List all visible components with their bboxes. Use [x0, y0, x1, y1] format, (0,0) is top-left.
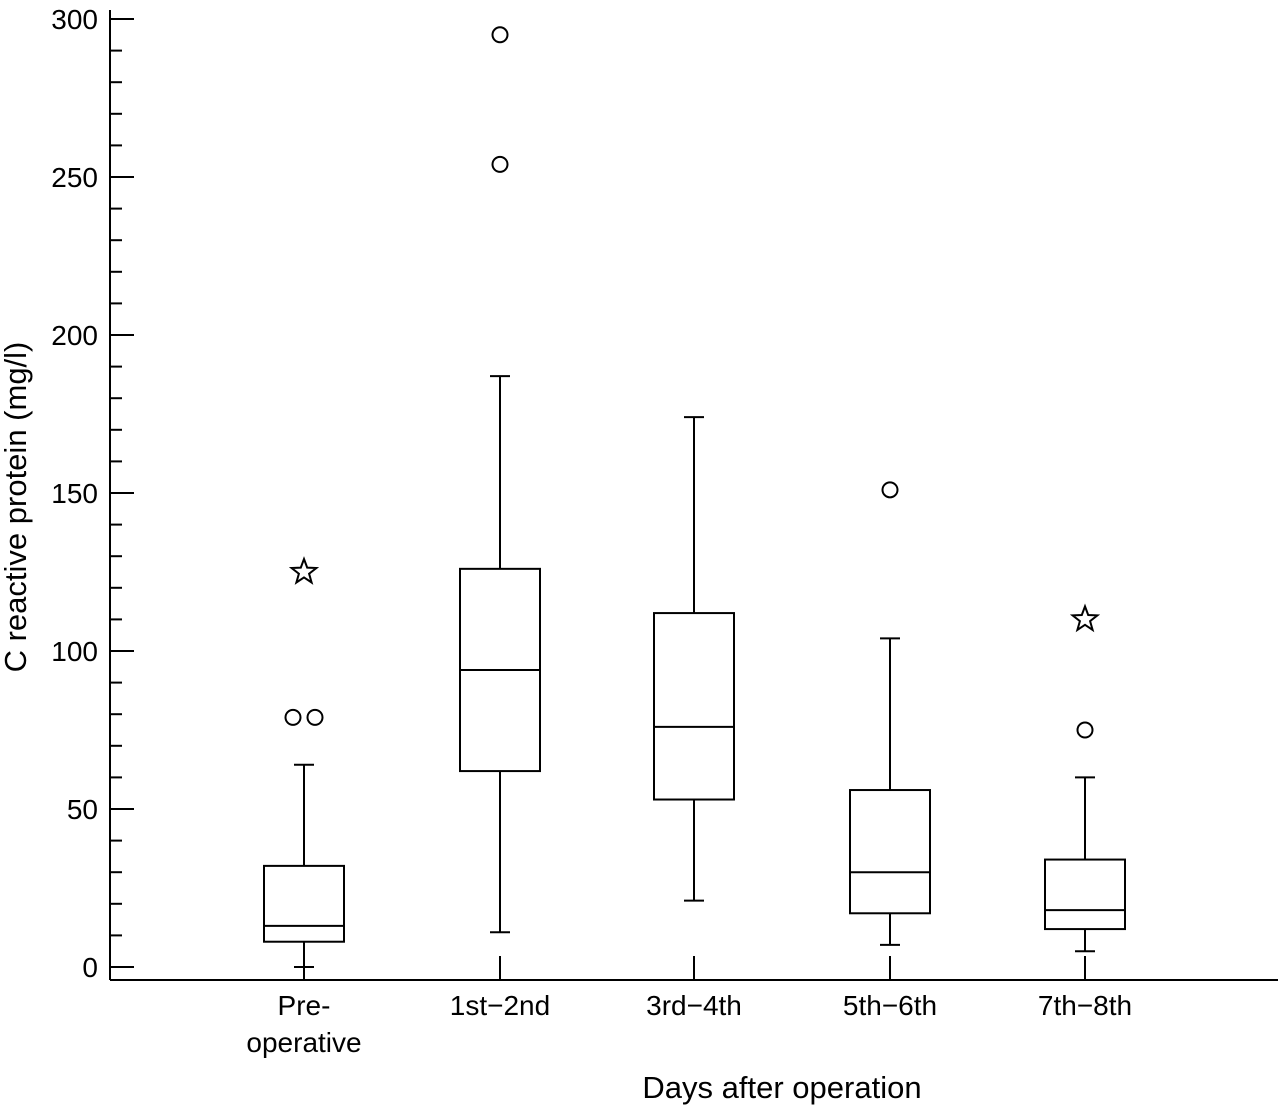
box-group: 1st−2nd — [450, 26, 550, 1021]
extreme-marker — [288, 556, 320, 585]
iqr-box — [849, 789, 931, 915]
x-tick-label: 3rd−4th — [646, 990, 742, 1021]
box-group: 3rd−4th — [646, 416, 742, 1021]
x-tick-label: 1st−2nd — [450, 990, 550, 1021]
x-axis-title: Days after operation — [642, 1070, 921, 1105]
y-tick-label: 150 — [51, 478, 98, 509]
y-tick-label: 300 — [51, 4, 98, 35]
y-tick-label: 250 — [51, 162, 98, 193]
y-tick-label: 200 — [51, 320, 98, 351]
y-axis-title: C reactive protein (mg/l) — [0, 342, 33, 673]
extreme-marker — [1069, 603, 1101, 633]
x-tick-label: 5th−6th — [843, 990, 937, 1021]
outlier-marker — [881, 481, 899, 499]
boxes: Pre-operative 1st−2nd 3rd−4th 5th−6th 7th−8t… — [246, 26, 1132, 1058]
y-tick-label: 50 — [67, 794, 98, 825]
x-tick-label: 7th−8th — [1038, 990, 1132, 1021]
outlier-marker — [491, 155, 509, 173]
box-group: 7th−8th — [1038, 603, 1132, 1021]
iqr-box — [263, 864, 345, 943]
outlier-marker — [491, 26, 509, 44]
iqr-box — [653, 612, 735, 801]
box-group: Pre-operative — [246, 556, 362, 1058]
y-tick-label: 0 — [82, 952, 98, 983]
x-tick-label: Pre- — [278, 990, 331, 1021]
outlier-marker — [1076, 721, 1094, 739]
x-tick-label: operative — [246, 1027, 361, 1058]
box-group: 5th−6th — [843, 481, 937, 1021]
outlier-marker — [284, 708, 302, 726]
axes: 0 50 100 150 200 250 300 — [51, 4, 1278, 983]
outlier-marker — [306, 708, 324, 726]
iqr-box — [1044, 858, 1126, 931]
y-tick-label: 100 — [51, 636, 98, 667]
